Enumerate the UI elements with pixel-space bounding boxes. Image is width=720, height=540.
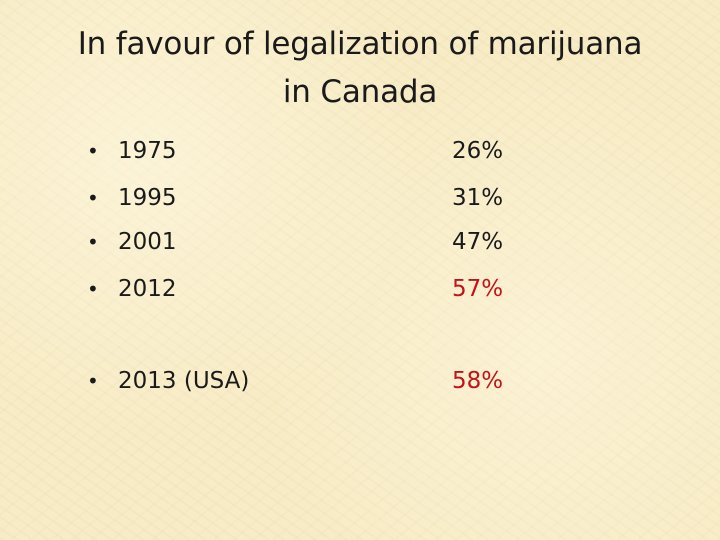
percent-value: 47% [452, 229, 504, 255]
title-line-2: in Canada [282, 74, 438, 110]
bullet-icon: • [87, 230, 99, 254]
slide-title: In favour of legalization of marijuana i… [40, 20, 680, 116]
percent-value-highlighted: 57% [452, 276, 504, 302]
bullet-icon: • [87, 277, 99, 301]
percent-value: 31% [452, 185, 504, 211]
percent-value-highlighted: 58% [452, 368, 504, 394]
bullet-icon: • [87, 369, 99, 393]
year-label: 2001 [118, 229, 177, 255]
bullet-icon: • [87, 139, 99, 163]
title-line-1: In favour of legalization of marijuana [77, 26, 643, 62]
year-label: 1975 [118, 138, 177, 164]
percent-value: 26% [452, 138, 504, 164]
bullet-icon: • [87, 186, 99, 210]
year-label: 2012 [118, 276, 177, 302]
year-label: 1995 [118, 185, 177, 211]
year-label: 2013 (USA) [118, 368, 250, 394]
